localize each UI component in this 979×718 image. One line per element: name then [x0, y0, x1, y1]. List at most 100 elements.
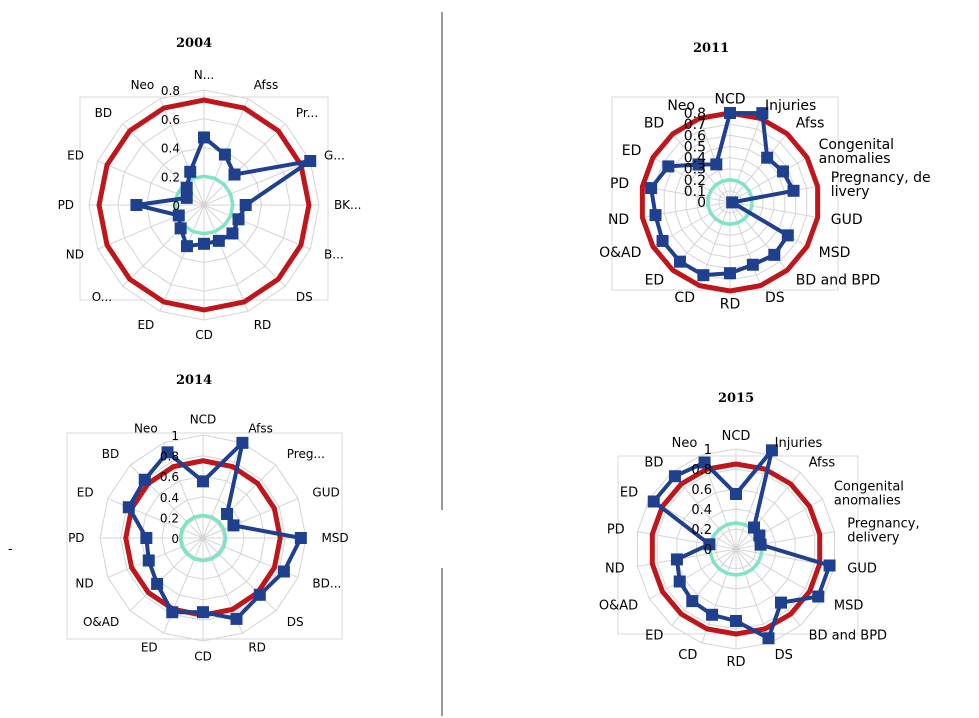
spoke [97, 204, 205, 250]
stray-mark: - [8, 542, 13, 557]
category-label: RD [720, 296, 741, 312]
series-marker [692, 158, 705, 171]
series-marker [724, 107, 736, 119]
category-label: Injuries [775, 436, 823, 451]
category-label: ND [608, 212, 629, 228]
series-marker [166, 606, 179, 619]
category-label: G... [324, 148, 345, 162]
series-marker [218, 148, 231, 161]
category-label: MSD [819, 245, 851, 261]
spoke [202, 498, 299, 539]
series-marker [138, 473, 151, 486]
spoke [159, 98, 205, 206]
series-marker [647, 495, 660, 508]
category-label: Pr... [296, 106, 318, 120]
series-marker [253, 588, 266, 601]
category-label: BK... [334, 198, 362, 212]
category-label: PD [68, 531, 84, 545]
category-label: ND [605, 562, 625, 577]
series-marker [239, 199, 252, 211]
series-marker [673, 255, 686, 268]
spoke [202, 464, 277, 539]
series-marker [754, 538, 767, 551]
category-label: Afss [248, 422, 273, 436]
radar-chart-2011: 2011 00.10.20.30.40.50.60.70.8 NCD Injuries… [599, 41, 931, 312]
category-label: Injuries [765, 98, 816, 114]
series-line-2 [178, 513, 228, 563]
tick-label: 0.6 [691, 483, 712, 498]
spoke [203, 204, 249, 312]
category-label: CD [674, 290, 695, 306]
tick-label: 0.4 [684, 151, 706, 167]
series-marker [668, 470, 681, 483]
category-label: NCD [714, 92, 745, 108]
series-marker [180, 240, 193, 253]
tick-label: 1 [704, 443, 712, 458]
category-label: GUD [847, 562, 877, 577]
series-marker [221, 507, 234, 520]
plot-frame [66, 432, 343, 640]
series-marker [697, 269, 710, 282]
series-marker [294, 532, 307, 544]
category-label: DS [296, 290, 313, 304]
tick-label: 0.4 [161, 142, 180, 156]
tick-label: 0.8 [160, 450, 179, 464]
tick-label: 0.2 [691, 523, 712, 538]
category-label: Afss [796, 116, 825, 132]
series-marker [787, 184, 800, 197]
spoke [159, 204, 205, 312]
tick-label: 0.2 [161, 170, 180, 184]
series-line-1 [96, 97, 312, 313]
series-marker [197, 606, 209, 619]
series-marker [768, 248, 781, 261]
series-marker [812, 590, 825, 603]
category-label: ED [137, 318, 154, 332]
spoke [163, 442, 204, 539]
series-marker [726, 196, 739, 209]
tick-label: 0.5 [684, 139, 706, 155]
tick-label: 0.2 [684, 173, 706, 189]
series-marker [756, 107, 769, 120]
category-label: B... [324, 248, 344, 262]
series-marker [730, 488, 742, 500]
series-marker [180, 181, 193, 194]
category-label: RD [254, 318, 272, 332]
spoke [202, 442, 243, 539]
category-label: Preg... [287, 447, 325, 461]
category-label: GUD [831, 212, 863, 228]
tick-label: 0.1 [684, 184, 706, 200]
category-label: Pregnancy, delivery [847, 516, 919, 545]
series-marker [698, 456, 711, 469]
series-marker [673, 575, 686, 588]
series-marker [180, 191, 193, 204]
category-label: BD [644, 455, 663, 470]
spoke [729, 201, 761, 286]
spoke [729, 118, 761, 203]
tick-label: 0.8 [161, 84, 180, 98]
category-label: ED [622, 143, 642, 159]
series-marker [277, 565, 290, 578]
tick-label: 0.4 [691, 503, 712, 518]
category-label: ED [620, 486, 638, 501]
tick-label: 0 [172, 199, 180, 213]
series-marker [781, 229, 794, 242]
category-label: BD [644, 116, 664, 132]
tick-label: 0.4 [160, 491, 179, 505]
category-label: PD [607, 522, 625, 537]
category-label: CD [194, 649, 212, 663]
category-label: Neo [134, 422, 158, 436]
category-label: PD [58, 198, 74, 212]
category-label: Congenital anomalies [834, 480, 904, 509]
series-marker [228, 168, 241, 181]
category-label: Afss [254, 78, 279, 92]
series-marker [670, 553, 683, 566]
category-label: Neo [667, 98, 695, 114]
series-marker [686, 595, 699, 608]
category-label: Pregnancy, de livery [831, 170, 931, 200]
tick-label: 0.8 [691, 463, 712, 478]
category-label: Congenital anomalies [819, 137, 894, 167]
tick-label: 0 [704, 543, 712, 558]
series-marker [774, 596, 787, 609]
category-label: N... [194, 68, 214, 82]
